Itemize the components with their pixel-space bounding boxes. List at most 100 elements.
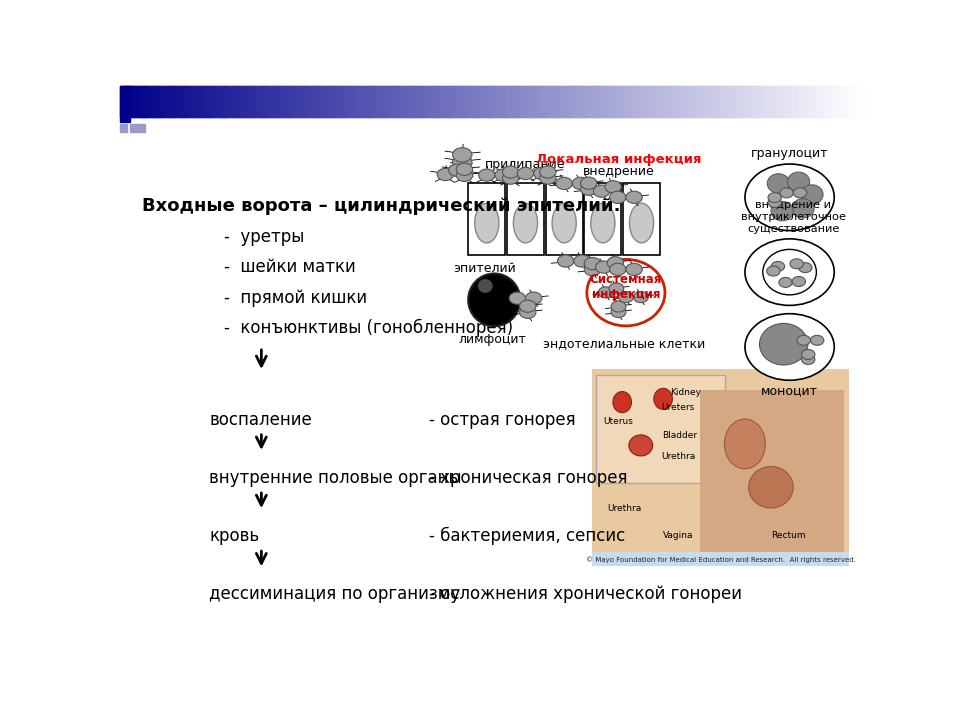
Bar: [313, 86, 317, 117]
Bar: [196, 86, 200, 117]
Bar: [434, 86, 438, 117]
Bar: [299, 86, 301, 117]
Bar: [637, 86, 640, 117]
Bar: [215, 86, 218, 117]
Bar: [674, 86, 678, 117]
Bar: [842, 86, 845, 117]
Bar: [237, 86, 241, 117]
Bar: [557, 86, 561, 117]
Bar: [580, 86, 583, 117]
Bar: [735, 86, 739, 117]
Bar: [511, 86, 514, 117]
Bar: [702, 86, 706, 117]
Bar: [245, 86, 248, 117]
Bar: [152, 86, 155, 117]
Bar: [122, 86, 125, 117]
Circle shape: [618, 292, 634, 302]
Bar: [390, 86, 393, 117]
Circle shape: [793, 188, 806, 198]
Bar: [570, 86, 573, 117]
Bar: [459, 86, 462, 117]
Circle shape: [802, 349, 815, 359]
Bar: [239, 86, 242, 117]
Ellipse shape: [514, 203, 538, 243]
Circle shape: [519, 300, 536, 312]
Bar: [324, 86, 328, 117]
Bar: [606, 86, 609, 117]
Bar: [623, 184, 660, 256]
Bar: [350, 86, 354, 117]
Bar: [362, 86, 365, 117]
Bar: [280, 86, 283, 117]
Bar: [578, 86, 581, 117]
Bar: [157, 86, 160, 117]
Bar: [163, 86, 166, 117]
Bar: [328, 86, 331, 117]
Circle shape: [581, 183, 597, 195]
Bar: [680, 86, 684, 117]
Bar: [755, 86, 757, 117]
Bar: [830, 86, 834, 117]
Bar: [269, 86, 272, 117]
Bar: [442, 86, 445, 117]
Circle shape: [595, 261, 612, 273]
Bar: [596, 375, 725, 483]
Bar: [366, 86, 369, 117]
Bar: [408, 86, 412, 117]
Bar: [676, 86, 680, 117]
Bar: [348, 86, 352, 117]
Bar: [727, 86, 730, 117]
Bar: [803, 86, 806, 117]
Circle shape: [610, 192, 626, 203]
Bar: [207, 86, 211, 117]
Bar: [799, 86, 803, 117]
Bar: [860, 86, 864, 117]
Bar: [820, 86, 823, 117]
Text: моноцит: моноцит: [761, 384, 818, 397]
Text: - хроническая гонорея: - хроническая гонорея: [429, 469, 627, 487]
Text: кровь: кровь: [209, 527, 259, 545]
Circle shape: [611, 301, 626, 312]
Bar: [334, 86, 337, 117]
Ellipse shape: [749, 467, 793, 508]
Circle shape: [779, 277, 792, 287]
Bar: [492, 86, 495, 117]
Bar: [181, 86, 184, 117]
Bar: [812, 86, 815, 117]
Bar: [289, 86, 293, 117]
Bar: [610, 86, 612, 117]
Bar: [700, 390, 844, 563]
Bar: [189, 86, 192, 117]
Bar: [228, 86, 231, 117]
Bar: [761, 86, 765, 117]
Bar: [592, 552, 850, 566]
Bar: [483, 86, 486, 117]
Bar: [263, 86, 267, 117]
Circle shape: [452, 148, 472, 162]
Bar: [128, 86, 131, 117]
Circle shape: [611, 307, 626, 318]
Bar: [630, 86, 633, 117]
Bar: [634, 86, 636, 117]
Bar: [257, 86, 261, 117]
Bar: [706, 86, 709, 117]
Bar: [431, 86, 434, 117]
Bar: [146, 86, 150, 117]
Bar: [410, 86, 414, 117]
Bar: [652, 86, 656, 117]
Bar: [624, 86, 628, 117]
Circle shape: [797, 336, 810, 346]
Circle shape: [540, 172, 556, 184]
Bar: [138, 86, 142, 117]
Ellipse shape: [630, 203, 654, 243]
Bar: [414, 86, 418, 117]
Text: -  шейки матки: - шейки матки: [225, 258, 356, 276]
Bar: [563, 86, 566, 117]
Bar: [548, 86, 551, 117]
Bar: [399, 86, 402, 117]
Bar: [641, 86, 644, 117]
Circle shape: [634, 292, 648, 302]
Circle shape: [525, 292, 541, 305]
Bar: [295, 86, 299, 117]
Bar: [183, 86, 186, 117]
